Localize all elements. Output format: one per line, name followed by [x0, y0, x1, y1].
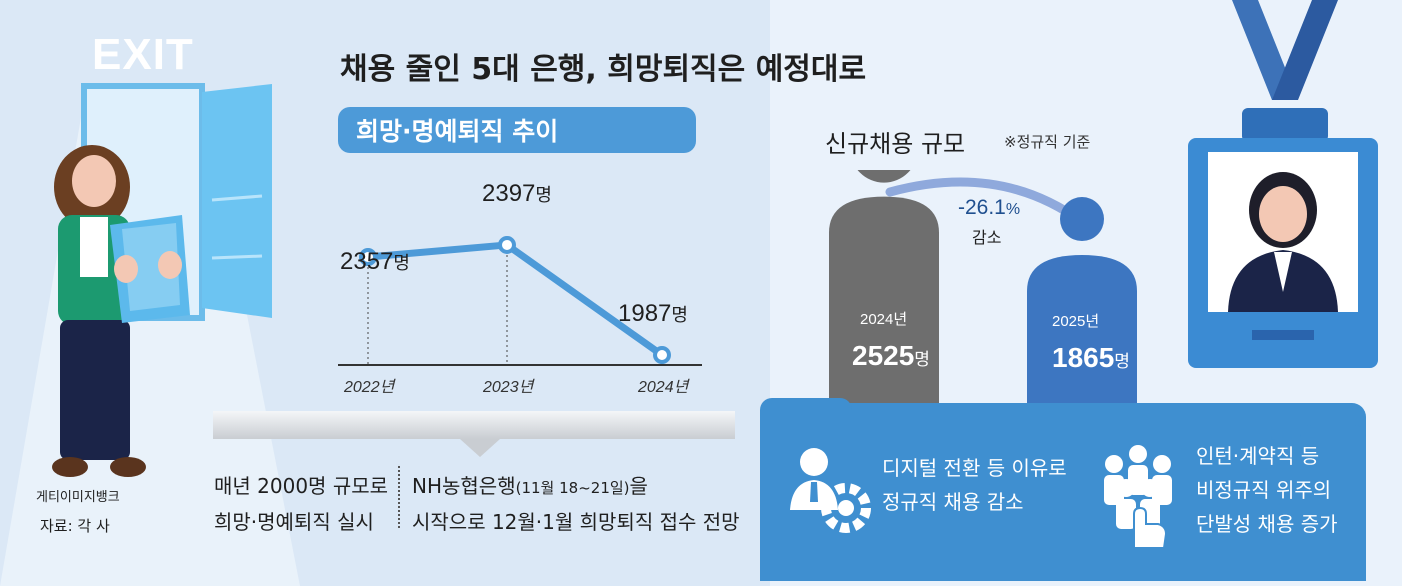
change-word: 감소 — [972, 228, 1002, 247]
info-panel-tab-left — [760, 398, 852, 428]
note-bank-name: NH농협은행 — [412, 474, 516, 498]
note-right-line2: 시작으로 12월·1월 희망퇴직 접수 전망 — [412, 510, 740, 534]
divider-notch — [460, 439, 500, 457]
data-label-value: 2357 — [340, 248, 394, 275]
data-label-2023년: 2397명 — [482, 180, 552, 208]
bar-value-unit: 명 — [914, 350, 930, 370]
bar-chart-title: 신규채용 규모 — [825, 130, 966, 158]
note-left-line1: 매년 2000명 규모로 — [214, 474, 389, 498]
bar-chart-note: ※정규직 기준 — [1004, 133, 1091, 151]
x-tick-2024년: 2024년 — [638, 379, 689, 396]
reason-left-line1: 디지털 전환 등 이유로 — [882, 456, 1067, 480]
bar-body-2025년 — [1027, 255, 1137, 420]
info-panel-tab-right — [1300, 425, 1366, 455]
people-bar-chart — [829, 170, 1137, 420]
source-credit: 자료: 각 사 — [40, 517, 110, 535]
bar-value-2024년: 2525명 — [852, 340, 930, 372]
reason-left-line2: 정규직 채용 감소 — [882, 490, 1024, 514]
change-unit: % — [1005, 201, 1021, 218]
bar-head-2025년 — [1060, 197, 1104, 242]
data-label-2022년: 2357명 — [340, 248, 410, 276]
bar-value-2025년: 1865명 — [1052, 342, 1130, 374]
line-chart-title: 희망·명예퇴직 추이 — [338, 107, 696, 153]
data-label-unit: 명 — [535, 185, 552, 206]
bar-body-2024년 — [829, 196, 939, 420]
bar-year-2025년: 2025년 — [1052, 313, 1100, 330]
bar-year-2024년: 2024년 — [860, 311, 908, 328]
bar-value-unit: 명 — [1114, 352, 1130, 372]
reason-right-line2: 비정규직 위주의 — [1196, 478, 1332, 502]
note-dates: (11월 18~21일) — [515, 479, 630, 497]
person-holding-papers-icon — [52, 145, 190, 477]
data-point-2023년 — [498, 235, 516, 254]
person-gear-icon — [790, 448, 871, 533]
bar-head-2024년 — [857, 170, 911, 183]
bar-value-number: 2525 — [852, 340, 915, 371]
change-value: -26.1 — [958, 196, 1006, 219]
note-right-line1: NH농협은행(11월 18~21일)을 — [412, 470, 648, 499]
line-chart — [338, 235, 702, 366]
data-label-unit: 명 — [393, 253, 410, 274]
data-label-value: 1987 — [618, 300, 672, 327]
divider-bar — [213, 411, 735, 439]
note-left-line2: 희망·명예퇴직 실시 — [214, 510, 374, 534]
exit-sign: EXIT — [92, 30, 194, 79]
id-badge-icon — [1188, 0, 1378, 368]
data-label-2024년: 1987명 — [618, 300, 688, 328]
image-credit: 게티이미지뱅크 — [36, 490, 120, 505]
reason-right-line1: 인턴·계약직 등 — [1196, 444, 1320, 468]
reason-right-line3: 단발성 채용 증가 — [1196, 512, 1338, 536]
note-particle: 을 — [629, 474, 648, 498]
x-tick-2023년: 2023년 — [483, 379, 534, 396]
bar-value-number: 1865 — [1052, 342, 1115, 373]
info-panel — [760, 403, 1366, 581]
data-label-unit: 명 — [671, 305, 688, 326]
line-chart-title-text: 희망·명예퇴직 추이 — [356, 117, 559, 146]
change-percent: -26.1% — [958, 196, 1020, 220]
page-title: 채용 줄인 5대 은행, 희망퇴직은 예정대로 — [340, 52, 867, 87]
decrease-arrow — [885, 177, 1087, 227]
group-click-icon — [1104, 445, 1172, 549]
data-point-2022년 — [359, 248, 377, 267]
data-point-2024년 — [653, 346, 671, 364]
x-tick-2022년: 2022년 — [344, 379, 395, 396]
data-label-value: 2397 — [482, 180, 536, 207]
note-separator — [398, 466, 400, 528]
